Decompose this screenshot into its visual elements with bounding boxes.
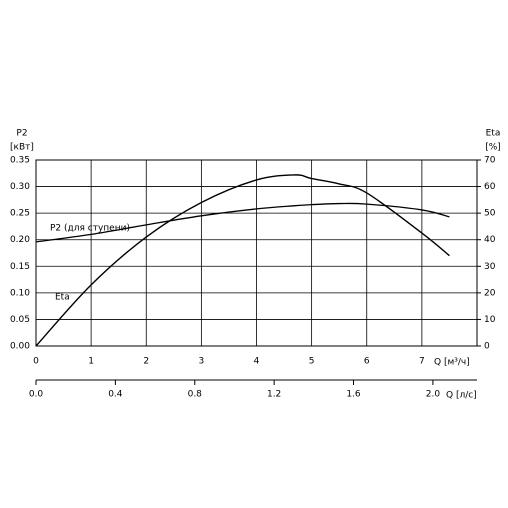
x-tick-label: 0 <box>33 357 39 367</box>
y2-tick-label: 0 <box>484 342 490 352</box>
y2-tick-label: 10 <box>484 315 496 325</box>
x-tick-label: 2 <box>143 357 149 367</box>
y-axis-title: P2 <box>16 129 27 139</box>
y2-tick-label: 50 <box>484 209 496 219</box>
y2-tick-label: 70 <box>484 156 496 166</box>
series-line <box>35 202 450 243</box>
y-tick-label: 0.00 <box>10 342 30 352</box>
x2-tick-label: 0.8 <box>188 390 203 400</box>
y-tick-label: 0.20 <box>10 235 30 245</box>
y-tick-label: 0.05 <box>10 315 30 325</box>
series-label: P2 (для ступени) <box>50 224 130 234</box>
series-label: Eta <box>55 293 70 303</box>
y2-axis-unit: [%] <box>485 143 501 153</box>
y-tick-label: 0.15 <box>10 262 30 272</box>
x-tick-label: 4 <box>254 357 260 367</box>
x2-tick-label: 0.0 <box>29 390 44 400</box>
x2-tick-label: 2.0 <box>426 390 441 400</box>
y-axis-unit: [кВт] <box>10 143 34 153</box>
series-line <box>35 174 450 347</box>
y2-tick-label: 40 <box>484 235 496 245</box>
y-tick-label: 0.30 <box>10 182 30 192</box>
x-tick-label: 6 <box>364 357 370 367</box>
x2-tick-label: 1.2 <box>267 390 281 400</box>
y-tick-label: 0.10 <box>10 288 30 298</box>
x2-tick-label: 1.6 <box>346 390 361 400</box>
x-tick-label: 3 <box>199 357 205 367</box>
y-tick-label: 0.25 <box>10 209 30 219</box>
x2-axis-title: Q [л/с] <box>446 391 477 401</box>
x2-tick-label: 0.4 <box>108 390 123 400</box>
x-tick-label: 5 <box>309 357 315 367</box>
y2-axis-title: Eta <box>486 129 501 139</box>
x-axis-title: Q [м³/ч] <box>434 358 470 368</box>
y2-tick-label: 20 <box>484 288 496 298</box>
y2-tick-label: 60 <box>484 182 496 192</box>
y2-tick-label: 30 <box>484 262 496 272</box>
x-tick-label: 7 <box>419 357 425 367</box>
x-tick-label: 1 <box>88 357 94 367</box>
y-tick-label: 0.35 <box>10 156 30 166</box>
